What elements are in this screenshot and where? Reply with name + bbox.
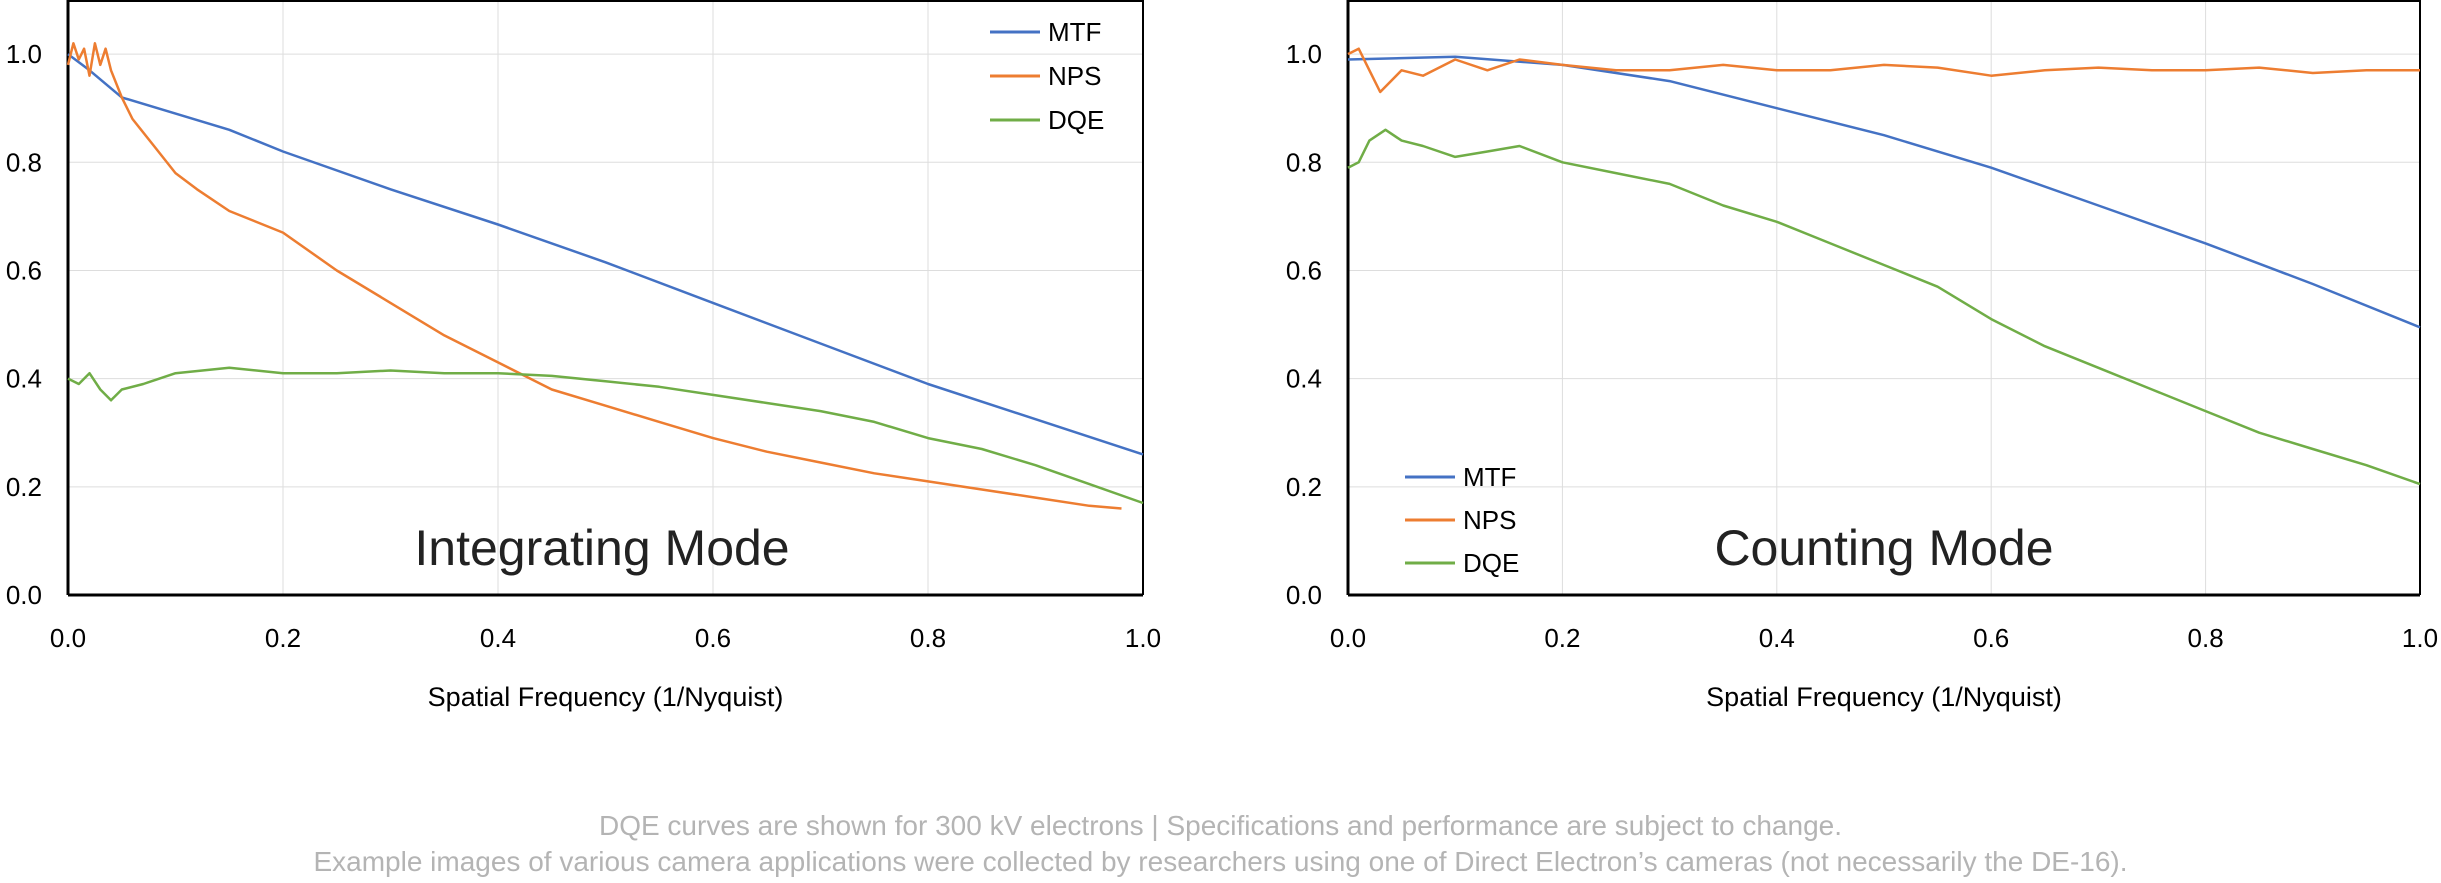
y-tick-label: 0.8 bbox=[1286, 147, 1322, 177]
footnote-line-2: Example images of various camera applica… bbox=[313, 846, 2128, 877]
series-mtf-line bbox=[1347, 55, 2421, 329]
y-tick-label: 0.2 bbox=[6, 472, 42, 502]
y-tick-label: 0.6 bbox=[1286, 255, 1322, 285]
legend-label-dqe: DQE bbox=[1048, 105, 1104, 135]
y-tick-label: 0.4 bbox=[1286, 364, 1322, 394]
y-tick-label: 0.6 bbox=[6, 255, 42, 285]
x-tick-label: 0.8 bbox=[2188, 623, 2224, 653]
legend-label-mtf: MTF bbox=[1048, 17, 1101, 47]
y-tick-label: 0.8 bbox=[6, 147, 42, 177]
y-tick-label: 0.4 bbox=[6, 364, 42, 394]
legend-label-mtf: MTF bbox=[1463, 462, 1516, 492]
x-tick-label: 0.0 bbox=[50, 623, 86, 653]
integrating-mode-chart: 0.0 0.2 0.4 0.6 0.8 1.0 0.0 0.2 0.4 0.6 0.8 1.0 Spat… bbox=[6, 0, 1161, 712]
y-tick-label: 1.0 bbox=[6, 39, 42, 69]
x-axis-label: Spatial Frequency (1/Nyquist) bbox=[428, 682, 784, 712]
legend-label-nps: NPS bbox=[1463, 505, 1516, 535]
x-tick-label: 0.6 bbox=[1973, 623, 2009, 653]
x-axis-label: Spatial Frequency (1/Nyquist) bbox=[1706, 682, 2062, 712]
legend-label-nps: NPS bbox=[1048, 61, 1101, 91]
y-tick-label: 1.0 bbox=[1286, 39, 1322, 69]
series-mtf-line bbox=[67, 53, 1144, 456]
series-nps-line bbox=[1347, 47, 2420, 94]
x-tick-label: 0.6 bbox=[695, 623, 731, 653]
chart-title: Counting Mode bbox=[1714, 520, 2053, 576]
x-tick-label: 0.4 bbox=[480, 623, 516, 653]
series-nps-line bbox=[66, 42, 1122, 510]
x-tick-label: 0.2 bbox=[265, 623, 301, 653]
x-tick-label: 1.0 bbox=[2402, 623, 2438, 653]
x-tick-label: 0.8 bbox=[910, 623, 946, 653]
legend-label-dqe: DQE bbox=[1463, 548, 1519, 578]
x-tick-label: 0.0 bbox=[1330, 623, 1366, 653]
y-tick-label: 0.0 bbox=[6, 580, 42, 610]
x-tick-label: 0.4 bbox=[1759, 623, 1795, 653]
footnote-line-1: DQE curves are shown for 300 kV electron… bbox=[598, 810, 1843, 841]
x-tick-label: 0.2 bbox=[1544, 623, 1580, 653]
x-tick-label: 1.0 bbox=[1125, 623, 1161, 653]
series-dqe-line bbox=[67, 366, 1144, 505]
y-tick-label: 0.2 bbox=[1286, 472, 1322, 502]
y-tick-label: 0.0 bbox=[1286, 580, 1322, 610]
chart-title: Integrating Mode bbox=[414, 520, 789, 576]
counting-mode-chart: 0.0 0.2 0.4 0.6 0.8 1.0 0.0 0.2 0.4 0.6 0.8 1.0 Spat… bbox=[1286, 0, 2438, 712]
series-dqe-line bbox=[1347, 128, 2421, 486]
